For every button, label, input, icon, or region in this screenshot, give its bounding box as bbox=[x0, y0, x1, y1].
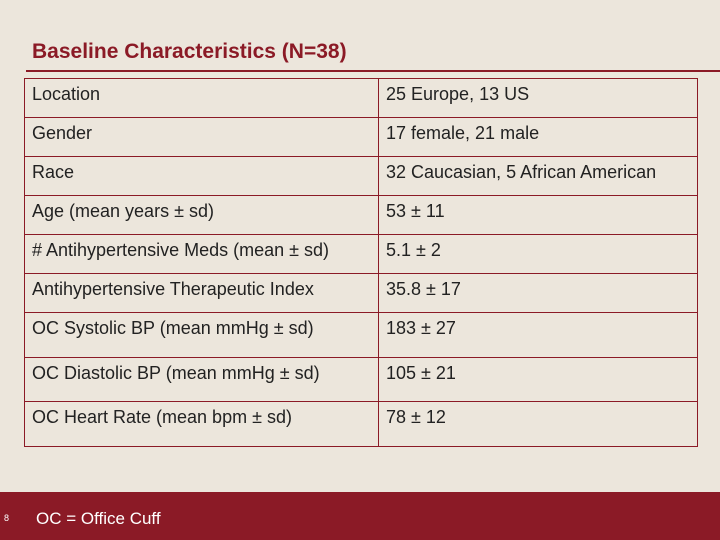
table-row: Age (mean years ± sd) 53 ± 11 bbox=[24, 195, 698, 235]
table-row: Antihypertensive Therapeutic Index 35.8 … bbox=[24, 273, 698, 313]
row-label: OC Diastolic BP (mean mmHg ± sd) bbox=[24, 356, 379, 402]
row-value: 183 ± 27 bbox=[378, 312, 698, 358]
baseline-characteristics-table: Location 25 Europe, 13 US Gender 17 fema… bbox=[24, 78, 698, 447]
row-label: # Antihypertensive Meds (mean ± sd) bbox=[24, 234, 379, 274]
row-label: Gender bbox=[24, 117, 379, 157]
row-label: Race bbox=[24, 156, 379, 196]
row-label: Location bbox=[24, 78, 379, 118]
slide-title: Baseline Characteristics (N=38) bbox=[32, 40, 347, 63]
table-row: Location 25 Europe, 13 US bbox=[24, 78, 698, 118]
table-row: OC Heart Rate (mean bpm ± sd) 78 ± 12 bbox=[24, 401, 698, 447]
row-label: Age (mean years ± sd) bbox=[24, 195, 379, 235]
row-value: 78 ± 12 bbox=[378, 401, 698, 447]
table-row: OC Diastolic BP (mean mmHg ± sd) 105 ± 2… bbox=[24, 356, 698, 402]
row-value: 32 Caucasian, 5 African American bbox=[378, 156, 698, 196]
row-label: Antihypertensive Therapeutic Index bbox=[24, 273, 379, 313]
row-value: 53 ± 11 bbox=[378, 195, 698, 235]
row-label: OC Heart Rate (mean bpm ± sd) bbox=[24, 401, 379, 447]
title-divider bbox=[26, 70, 720, 72]
row-value: 35.8 ± 17 bbox=[378, 273, 698, 313]
table-row: Gender 17 female, 21 male bbox=[24, 117, 698, 157]
table-row: Race 32 Caucasian, 5 African American bbox=[24, 156, 698, 196]
row-value: 105 ± 21 bbox=[378, 356, 698, 402]
table-row: OC Systolic BP (mean mmHg ± sd) 183 ± 27 bbox=[24, 312, 698, 358]
footer-bar bbox=[0, 492, 720, 540]
table-row: # Antihypertensive Meds (mean ± sd) 5.1 … bbox=[24, 234, 698, 274]
page-number: 8 bbox=[4, 513, 10, 523]
row-value: 5.1 ± 2 bbox=[378, 234, 698, 274]
row-value: 17 female, 21 male bbox=[378, 117, 698, 157]
footnote: OC = Office Cuff bbox=[36, 509, 161, 528]
row-value: 25 Europe, 13 US bbox=[378, 78, 698, 118]
row-label: OC Systolic BP (mean mmHg ± sd) bbox=[24, 312, 379, 358]
